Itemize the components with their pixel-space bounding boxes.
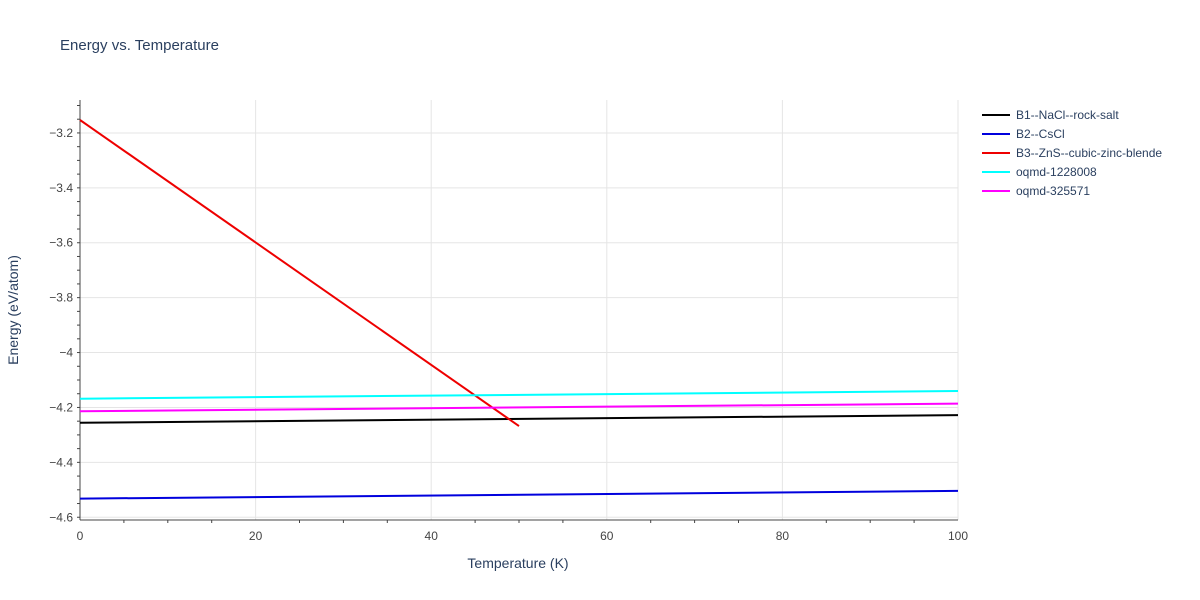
x-tick-label: 80 (776, 529, 790, 543)
x-tick-label: 20 (249, 529, 263, 543)
x-tick-label: 0 (77, 529, 84, 543)
y-tick-label: −4 (59, 346, 73, 360)
grid-lines (80, 100, 959, 520)
y-tick-label: −3.6 (49, 236, 73, 250)
legend-label: B3--ZnS--cubic-zinc-blende (1016, 146, 1162, 160)
legend[interactable]: B1--NaCl--rock-salt B2--CsCl B3--ZnS--cubi… (982, 108, 1162, 198)
y-tick-label: −3.8 (49, 291, 73, 305)
y-tick-label: −4.6 (49, 510, 73, 524)
series-line (79, 414, 959, 424)
legend-label: B1--NaCl--rock-salt (1016, 108, 1119, 122)
legend-label: oqmd-1228008 (1016, 165, 1097, 179)
x-axis-title: Temperature (K) (467, 555, 568, 571)
series-lines (79, 119, 959, 500)
series-line (79, 390, 959, 400)
series-line (79, 489, 959, 500)
y-tick-label: −4.2 (49, 400, 73, 414)
x-tick-label: 40 (425, 529, 439, 543)
chart-title: Energy vs. Temperature (60, 37, 219, 54)
y-axis-title: Energy (eV/atom) (5, 255, 21, 365)
series-line (79, 119, 520, 427)
tick-labels: 0 20 40 60 80 100 −3.2 −3.4 −3.6 −3.8 −4 −4.2 −4.4 −4… (49, 126, 968, 543)
y-tick-label: −4.4 (49, 455, 73, 469)
x-tick-label: 100 (948, 529, 968, 543)
legend-label: B2--CsCl (1016, 127, 1065, 141)
series-line (79, 402, 959, 413)
legend-label: oqmd-325571 (1016, 184, 1090, 198)
y-tick-label: −3.2 (49, 126, 73, 140)
x-tick-label: 60 (600, 529, 614, 543)
axes (77, 100, 958, 523)
y-tick-label: −3.4 (49, 181, 73, 195)
